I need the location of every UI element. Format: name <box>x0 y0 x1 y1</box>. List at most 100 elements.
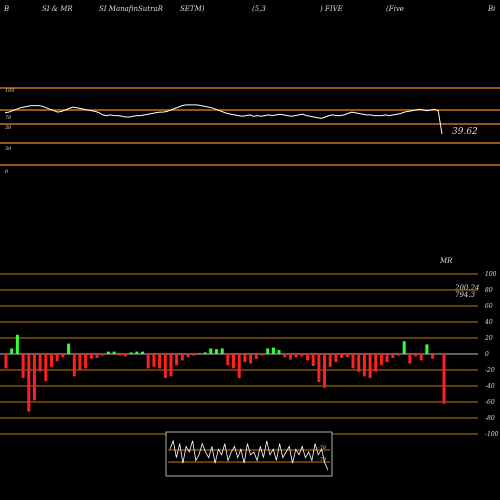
rsi-label-50: 50 <box>5 125 12 131</box>
mrsi-bar-21 <box>124 354 127 357</box>
mrsi-axis-label-4: 20 <box>484 335 493 342</box>
mrsi-bar-59 <box>340 354 344 358</box>
mrsi-bar-49 <box>283 354 287 358</box>
mrsi-bar-33 <box>192 354 196 356</box>
mrsi-bar-64 <box>368 354 372 378</box>
mrsi-bar-25 <box>146 354 150 369</box>
mrsi-bar-58 <box>334 354 338 362</box>
mrsi-bar-37 <box>215 349 218 354</box>
mrsi-bar-68 <box>391 354 395 358</box>
mrsi-bar-27 <box>158 354 162 369</box>
mrsi-bar-15 <box>89 354 93 359</box>
mrsi-bar-22 <box>129 352 133 354</box>
mrsi-bar-24 <box>141 351 144 354</box>
rsi-label-70: 70 <box>5 115 12 121</box>
mrsi-bar-23 <box>135 351 139 354</box>
mrsi-bar-12 <box>72 354 76 377</box>
mrsi-bar-35 <box>203 352 207 354</box>
mrsi-bar-63 <box>362 354 366 377</box>
mrsi-bar-76 <box>436 354 440 355</box>
mrsi-bar-13 <box>78 354 82 370</box>
mrsi-axis-label-3: 40 <box>484 319 493 326</box>
mrsi-bar-75 <box>431 354 435 359</box>
mrsi-bar-38 <box>220 348 224 354</box>
mrsi-bar-5 <box>32 354 36 401</box>
mrsi-bar-70 <box>402 341 406 354</box>
mrsi-bar-52 <box>300 354 304 357</box>
header-item-3: SI ManafinSutraR <box>99 5 163 13</box>
mrsi-axis-label-8: -60 <box>485 399 495 406</box>
mrsi-bar-20 <box>118 354 122 356</box>
mrsi-bar-3 <box>21 354 25 378</box>
mrsi-bar-39 <box>226 354 230 366</box>
mrsi-bar-56 <box>323 354 326 388</box>
mrsi-bar-55 <box>317 354 321 382</box>
mrsi-axis-label-5: 0 <box>485 351 489 358</box>
rsi-level-lines <box>0 87 500 166</box>
header-item-1: B <box>4 5 10 13</box>
mrsi-axis-label-7: -40 <box>485 383 495 390</box>
mrsi-bar-29 <box>169 354 173 377</box>
mrsi-bar-53 <box>306 354 309 361</box>
mrsi-bar-19 <box>112 351 116 354</box>
mrsi-bar-65 <box>374 354 378 372</box>
mrsi-bar-60 <box>345 354 349 358</box>
mrsi-bar-73 <box>419 354 423 361</box>
mrsi-bar-77 <box>442 354 446 404</box>
mrsi-bar-18 <box>106 351 110 354</box>
mrsi-axis-label-2: 60 <box>485 303 493 310</box>
mrsi-value-label-2: 794.3 <box>455 291 476 299</box>
rsi-panel: 100 70 50 30 0 39.62 <box>0 87 500 175</box>
mrsi-bar-40 <box>232 354 235 369</box>
mrsi-bar-16 <box>95 354 99 358</box>
mrsi-axis-label-1: 80 <box>485 287 493 294</box>
header-item-6: ) FIVE <box>320 5 343 13</box>
mrsi-bar-2 <box>15 334 19 354</box>
mini-line <box>169 439 329 471</box>
mrsi-axis-label-10: -100 <box>485 431 499 438</box>
rsi-line <box>4 104 443 135</box>
mrsi-bar-11 <box>67 343 71 354</box>
mrsi-bar-71 <box>408 354 412 364</box>
mrsi-bar-6 <box>38 354 42 372</box>
mrsi-bar-72 <box>414 354 418 357</box>
header-item-2: SI & MR <box>42 5 73 13</box>
mrsi-bar-46 <box>266 348 270 354</box>
mrsi-bar-7 <box>44 354 48 382</box>
mrsi-axis-label-9: -80 <box>485 415 495 422</box>
mrsi-bar-45 <box>260 354 264 356</box>
mrsi-title: MR <box>439 257 453 265</box>
mrsi-panel: MR 200.24 794.3 100 80 60 40 20 0 -20 -40 -60 -80… <box>0 257 499 438</box>
mrsi-bar-34 <box>197 353 201 354</box>
mrsi-bar-1 <box>10 348 14 354</box>
mrsi-bar-67 <box>385 354 389 362</box>
mrsi-bar-9 <box>55 354 59 362</box>
mrsi-bar-61 <box>351 354 355 369</box>
header-item-7: (Five <box>386 5 404 13</box>
mrsi-bar-0 <box>4 354 8 369</box>
mrsi-bar-48 <box>277 350 281 354</box>
mrsi-bar-43 <box>249 354 253 364</box>
mini-panel: -78 -79 <box>165 431 333 477</box>
mrsi-bar-14 <box>84 354 88 369</box>
mrsi-bar-44 <box>254 354 258 359</box>
header-item-8: Bi <box>488 5 496 13</box>
mrsi-bar-42 <box>243 354 247 362</box>
mrsi-bar-28 <box>163 354 167 378</box>
mrsi-bar-8 <box>50 354 53 367</box>
mrsi-axis-label-0: 100 <box>485 271 497 278</box>
mrsi-bar-66 <box>379 354 383 366</box>
mini-label-top: -78 <box>318 445 326 451</box>
mrsi-bar-17 <box>101 354 105 356</box>
mrsi-bar-30 <box>175 354 179 366</box>
rsi-label-30: 30 <box>5 146 12 152</box>
mrsi-bar-57 <box>328 354 332 367</box>
rsi-axis-labels: 100 70 50 30 0 <box>5 88 15 175</box>
rsi-label-0: 0 <box>5 169 9 175</box>
mrsi-bar-74 <box>425 344 429 354</box>
mrsi-bar-26 <box>152 354 156 367</box>
mrsi-bar-47 <box>271 347 275 354</box>
mrsi-bar-62 <box>357 354 361 372</box>
mrsi-bars <box>4 334 446 412</box>
